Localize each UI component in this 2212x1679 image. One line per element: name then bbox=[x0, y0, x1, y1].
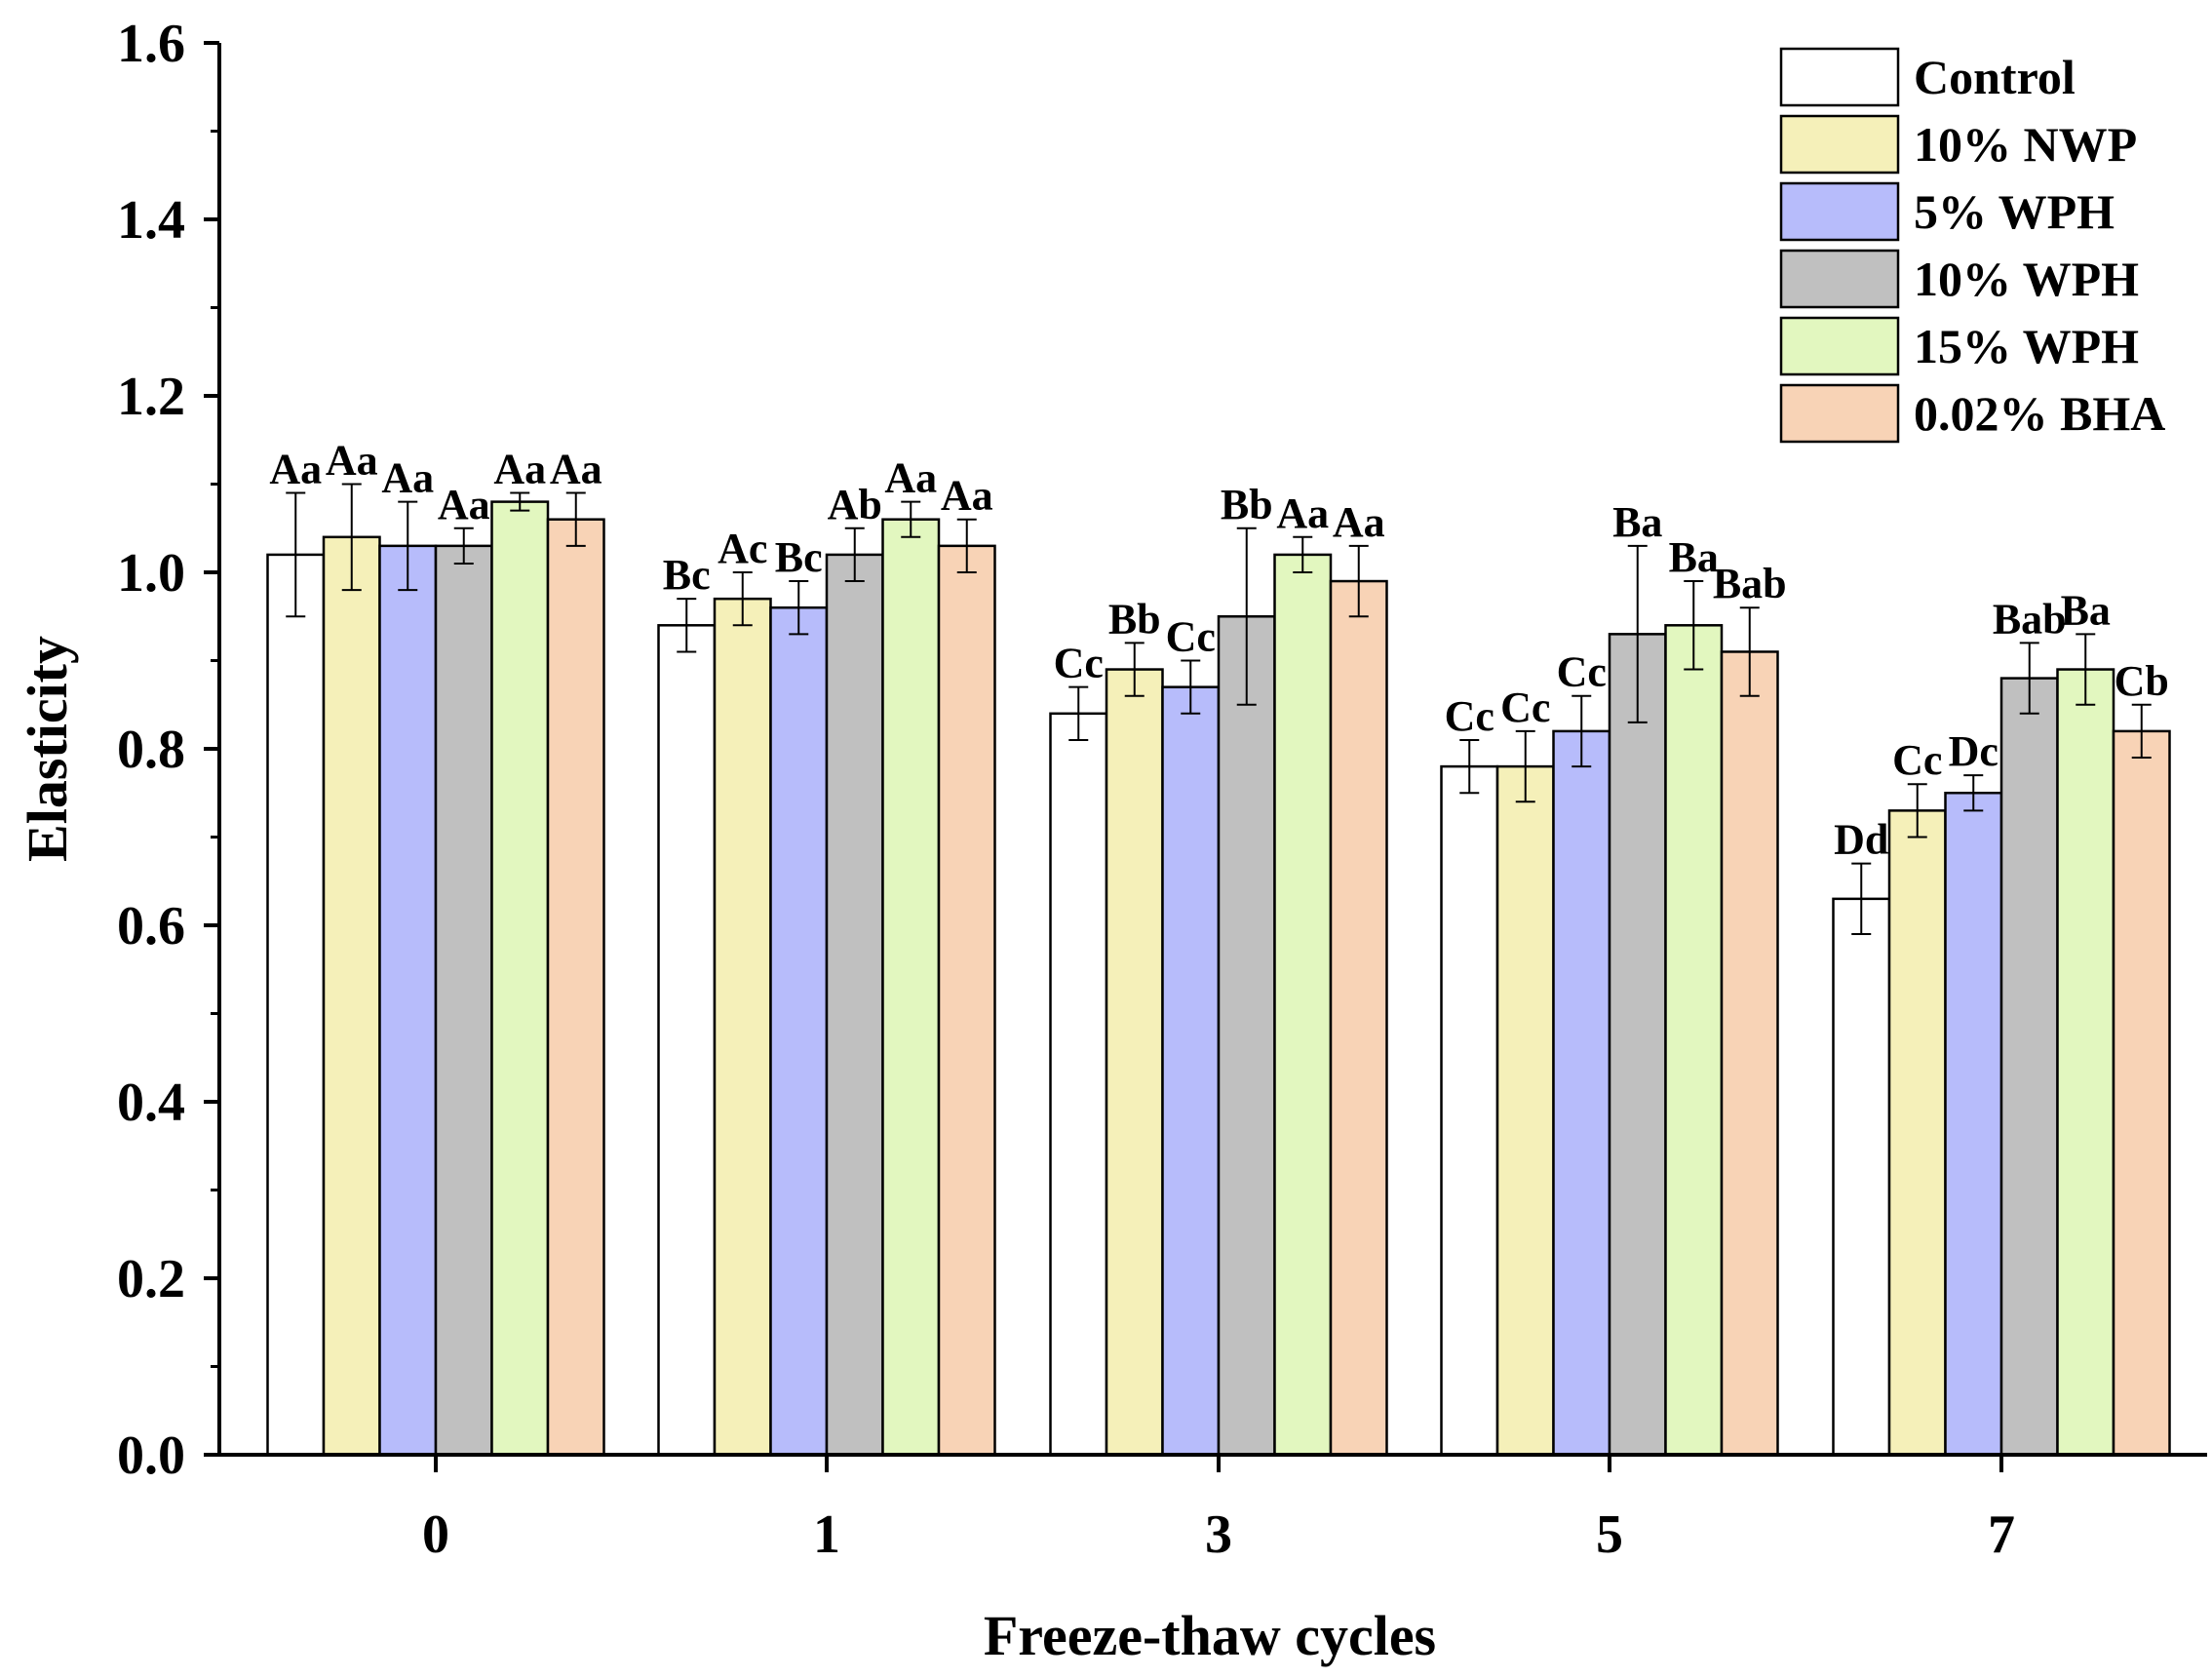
bar bbox=[769, 605, 829, 1457]
y-tick-label: 0.2 bbox=[117, 1249, 185, 1309]
significance-label: Cc bbox=[1500, 683, 1550, 731]
bar bbox=[1720, 650, 1779, 1457]
significance-label: Ba bbox=[1612, 498, 1662, 546]
y-axis-title: Elasticity bbox=[16, 636, 79, 862]
significance-label: Aa bbox=[438, 481, 490, 528]
significance-label: Ab bbox=[828, 481, 882, 528]
bar bbox=[1495, 764, 1555, 1457]
x-tick-label: 0 bbox=[422, 1504, 449, 1565]
significance-label: Cc bbox=[1892, 736, 1942, 784]
bar bbox=[434, 544, 493, 1457]
significance-label: Aa bbox=[550, 446, 602, 493]
bar bbox=[1999, 677, 2059, 1457]
legend-label: 10% NWP bbox=[1914, 117, 2137, 172]
bar bbox=[825, 553, 884, 1457]
bar bbox=[1832, 897, 1891, 1457]
significance-label: Cb bbox=[2115, 657, 2169, 705]
bar bbox=[1049, 712, 1108, 1457]
x-axis-title: Freeze-thaw cycles bbox=[984, 1604, 1436, 1667]
legend-label: 15% WPH bbox=[1914, 319, 2139, 373]
y-tick-label: 1.4 bbox=[117, 190, 185, 251]
bar bbox=[1329, 579, 1388, 1457]
significance-label: Aa bbox=[269, 446, 322, 493]
chart-bars bbox=[266, 500, 2171, 1457]
x-tick-label: 5 bbox=[1596, 1504, 1623, 1565]
legend-label: Control bbox=[1914, 50, 2076, 104]
bar bbox=[1440, 764, 1499, 1457]
significance-label: Cc bbox=[1557, 648, 1607, 696]
bar bbox=[1105, 668, 1164, 1457]
significance-label: Aa bbox=[493, 446, 546, 493]
legend: Control 10% NWP 5% WPH 10% WPH 15% WPH 0.02% … bbox=[1779, 47, 2165, 444]
bar bbox=[266, 553, 326, 1457]
bar bbox=[881, 518, 941, 1457]
bar bbox=[657, 624, 717, 1457]
y-tick-label: 0.6 bbox=[117, 896, 185, 957]
significance-label: Aa bbox=[326, 437, 378, 485]
y-tick-label: 1.0 bbox=[117, 543, 185, 604]
bar bbox=[1161, 685, 1221, 1457]
significance-label: Bab bbox=[1713, 560, 1787, 607]
significance-label: Ba bbox=[1669, 533, 1719, 581]
chart-axes bbox=[217, 43, 2207, 1457]
significance-label: Ba bbox=[2061, 586, 2111, 634]
bar bbox=[713, 597, 772, 1457]
significance-label: Ac bbox=[718, 525, 767, 572]
bar bbox=[322, 535, 381, 1457]
chart-ticks: 0.0 0.2 0.4 0.6 0.8 1.0 1.2 1.4 1.6 0 1 3 5 7 bbox=[117, 14, 2015, 1565]
bar bbox=[2056, 668, 2115, 1457]
x-tick-label: 7 bbox=[1988, 1504, 2015, 1565]
significance-label: Bb bbox=[1108, 595, 1161, 643]
legend-label: 10% WPH bbox=[1914, 252, 2139, 306]
bar bbox=[937, 544, 996, 1457]
bar bbox=[1944, 792, 2003, 1457]
legend-label: 5% WPH bbox=[1914, 184, 2115, 239]
significance-label: Dd bbox=[1834, 816, 1888, 864]
legend-swatch bbox=[1779, 114, 1900, 175]
legend-swatch bbox=[1779, 47, 1900, 107]
legend-swatch bbox=[1779, 383, 1900, 444]
chart-error-bars bbox=[286, 483, 2152, 936]
significance-label: Bc bbox=[775, 533, 823, 581]
bar bbox=[1552, 729, 1611, 1457]
significance-label: Dc bbox=[1949, 727, 1999, 775]
bar bbox=[1664, 624, 1724, 1457]
legend-swatch bbox=[1779, 181, 1900, 242]
bar bbox=[1273, 553, 1333, 1457]
bar bbox=[1887, 809, 1947, 1457]
bar bbox=[546, 518, 605, 1457]
significance-label: Bab bbox=[1993, 595, 2067, 643]
legend-swatch bbox=[1779, 249, 1900, 309]
bar bbox=[1217, 615, 1276, 1457]
x-tick-label: 1 bbox=[813, 1504, 840, 1565]
bar bbox=[378, 544, 438, 1457]
significance-label: Aa bbox=[1333, 498, 1385, 546]
significance-label: Cc bbox=[1054, 640, 1104, 687]
y-tick-label: 0.4 bbox=[117, 1073, 185, 1133]
y-tick-label: 0.0 bbox=[117, 1425, 185, 1486]
significance-label: Aa bbox=[381, 454, 434, 502]
significance-label: Aa bbox=[884, 454, 937, 502]
y-tick-label: 1.6 bbox=[117, 14, 185, 74]
significance-label: Cc bbox=[1166, 613, 1216, 661]
y-tick-label: 0.8 bbox=[117, 720, 185, 780]
significance-label: Aa bbox=[1276, 489, 1329, 537]
significance-label: Aa bbox=[941, 472, 993, 520]
legend-swatch bbox=[1779, 316, 1900, 376]
y-tick-label: 1.2 bbox=[117, 367, 185, 427]
legend-label: 0.02% BHA bbox=[1914, 386, 2165, 441]
significance-label: Cc bbox=[1445, 692, 1494, 740]
bar bbox=[2112, 729, 2171, 1457]
significance-label: Bc bbox=[663, 551, 711, 599]
bar bbox=[1608, 633, 1667, 1457]
bar bbox=[490, 500, 550, 1457]
significance-label: Bb bbox=[1221, 481, 1273, 528]
x-tick-label: 3 bbox=[1205, 1504, 1232, 1565]
